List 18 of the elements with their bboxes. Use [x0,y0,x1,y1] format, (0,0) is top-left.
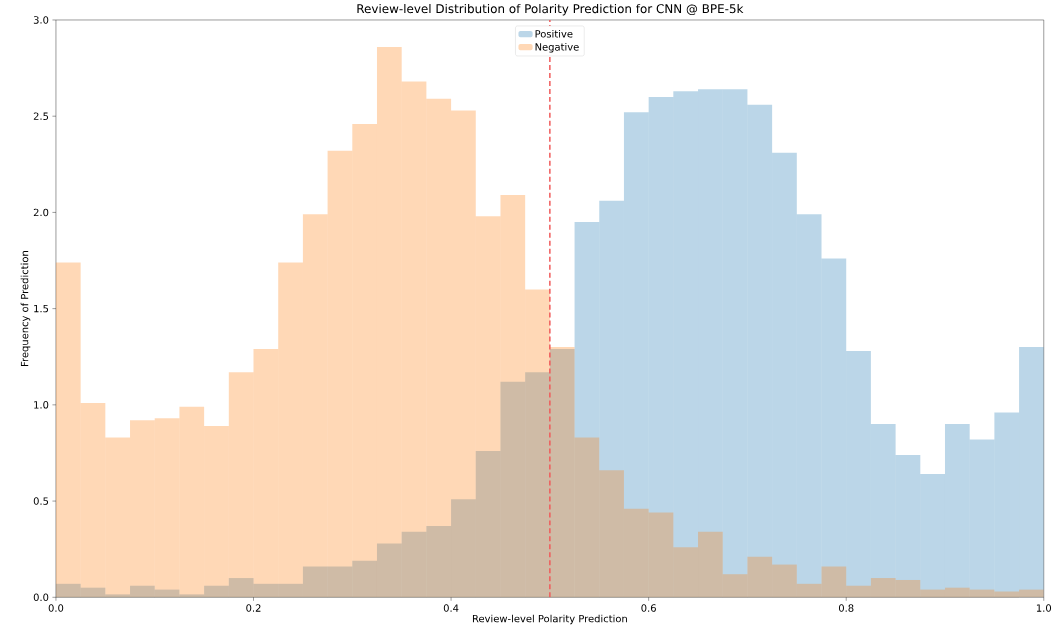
y-tick-label: 1.5 [34,304,49,313]
x-tick-label: 0.2 [246,604,261,612]
y-tick-label: 3.0 [33,16,49,24]
legend-label: Negative [535,42,579,53]
y-tick-label: 2.0 [33,208,49,217]
x-axis-title: Review-level Polarity Prediction [472,614,627,625]
x-tick-label: 1.0 [1036,604,1052,612]
y-tick-label: 0.5 [33,497,49,505]
y-tick-label: 2.5 [33,112,49,120]
legend-label: Positive [535,29,573,38]
x-tick-label: 0.8 [838,604,854,612]
y-tick-label: 1.0 [34,400,49,409]
chart-title: Review-level Distribution of Polarity Prediction for CNN @ BPE-5k [357,3,744,16]
x-tick-label: 0.6 [641,604,656,612]
x-tick-label: 0.0 [48,604,64,612]
x-tick-label: 0.4 [443,604,459,612]
y-tick-label: 0.0 [33,593,49,601]
y-axis-title: Frequency of Prediction [20,250,31,366]
